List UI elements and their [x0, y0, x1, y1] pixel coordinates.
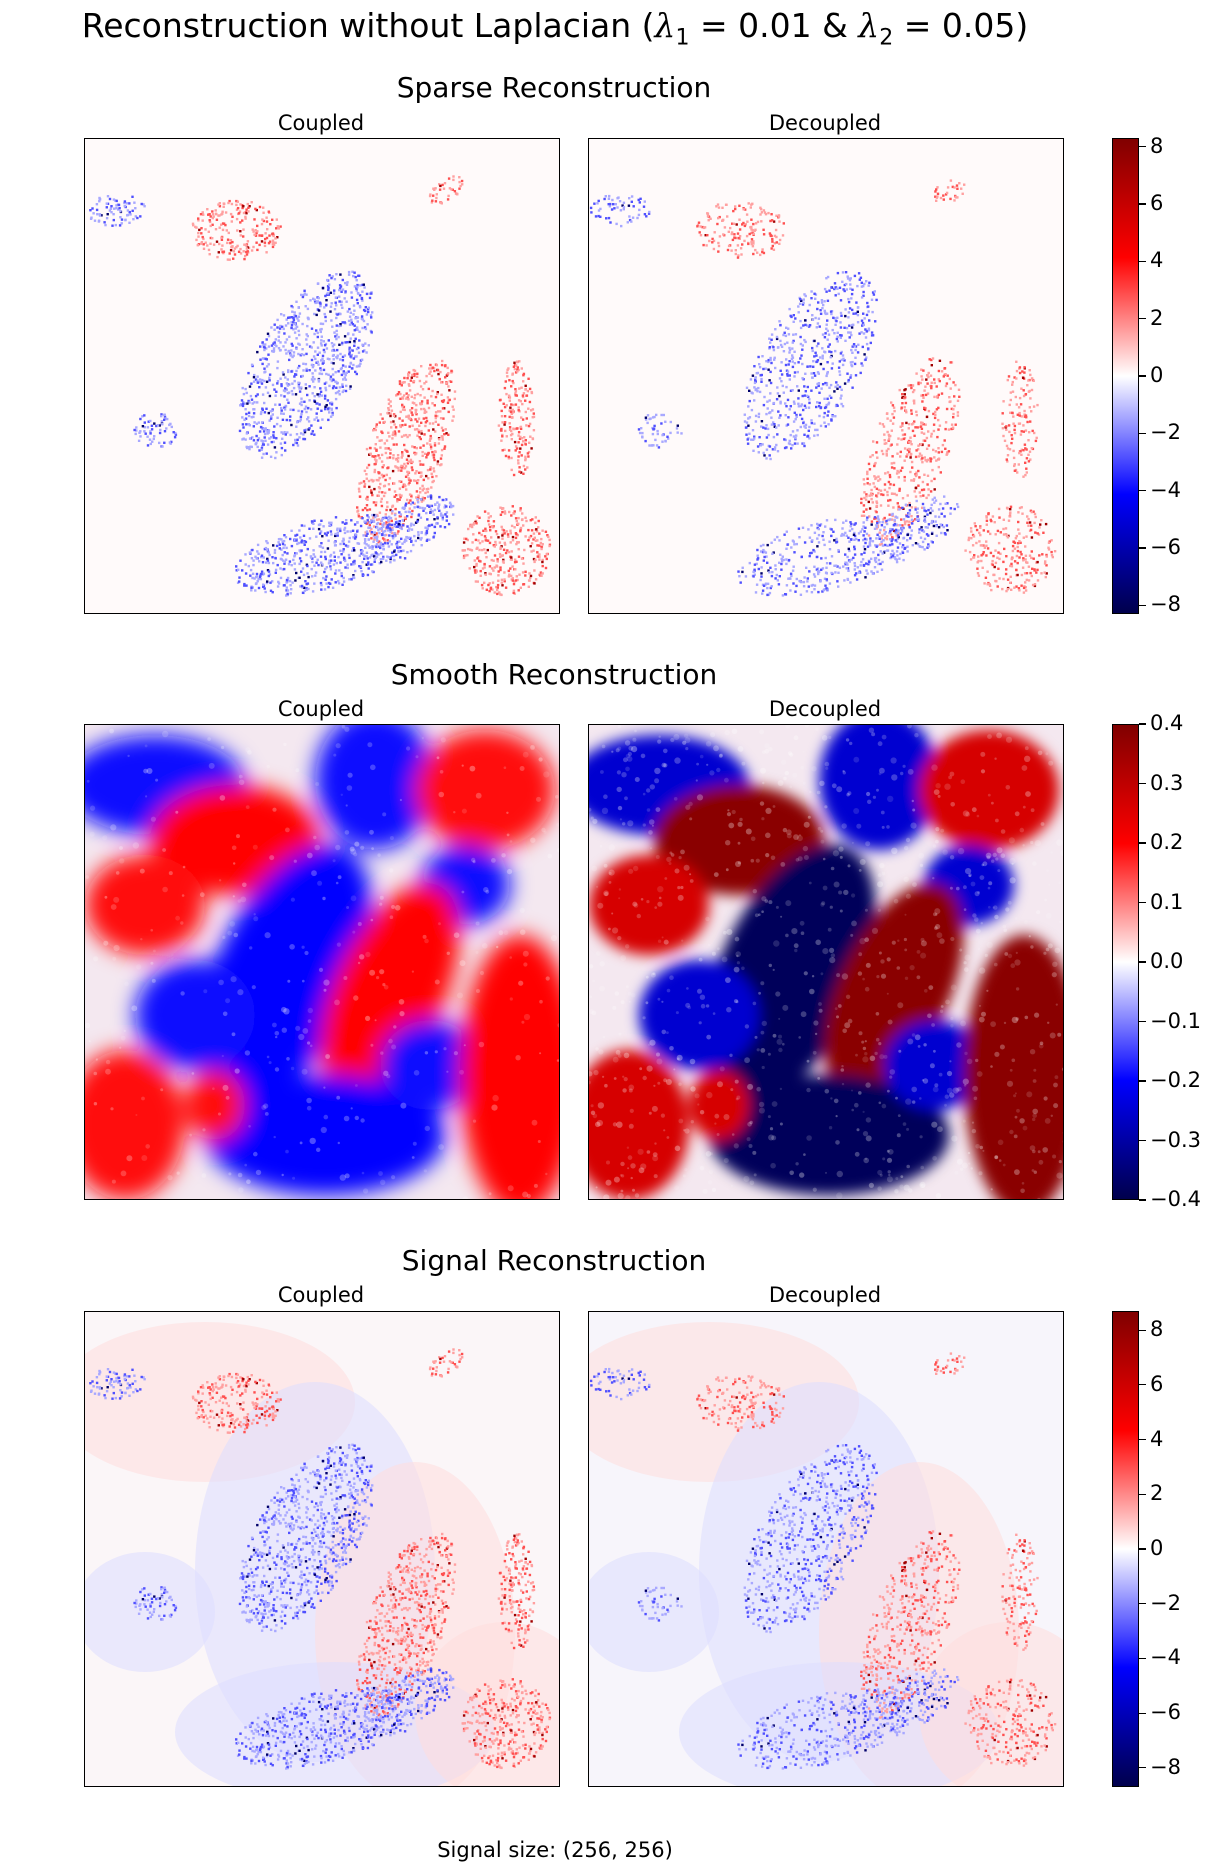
signal-decoupled-heatmap	[588, 1311, 1064, 1787]
colorbar-tick-label: 6	[1150, 190, 1164, 215]
smooth-coupled-heatmap	[84, 724, 560, 1200]
sparse-coupled-title: Coupled	[277, 111, 365, 135]
colorbar-tick-label: −2	[1150, 420, 1181, 445]
colorbar-tick-label: −8	[1150, 1754, 1181, 1779]
colorbar-tick-label: 2	[1150, 305, 1164, 330]
colorbar-tick-mark	[1139, 901, 1146, 904]
figure-title: Reconstruction without Laplacian (λ1 = 0…	[0, 6, 1110, 51]
colorbar-tick-mark	[1139, 318, 1146, 320]
colorbar-tick-mark	[1139, 260, 1146, 262]
colorbar-tick-label: 0	[1150, 1536, 1164, 1560]
colorbar-tick-mark	[1139, 842, 1146, 844]
sparse-decoupled-heatmap	[588, 138, 1064, 614]
colorbar-tick-label: 2	[1150, 1481, 1164, 1506]
colorbar-tick-label: −2	[1150, 1590, 1181, 1615]
colorbar-tick-label: −0.4	[1150, 1187, 1201, 1211]
lambda-2-subscript: 2	[879, 25, 894, 51]
lambda-1-symbol: λ	[654, 6, 676, 45]
colorbar-tick-label: 0.3	[1150, 770, 1184, 795]
title-mid-2: = 0.05)	[893, 6, 1029, 45]
colorbar-tick-mark	[1139, 375, 1146, 377]
signal-colorbar	[1112, 1311, 1139, 1787]
colorbar-tick-mark	[1139, 604, 1146, 606]
colorbar-tick-mark	[1139, 1384, 1146, 1386]
sparse-colorbar	[1112, 138, 1139, 614]
colorbar-tick-label: −6	[1150, 1700, 1181, 1725]
colorbar-tick-label: −0.3	[1150, 1127, 1201, 1152]
colorbar-tick-label: −8	[1150, 592, 1181, 617]
smooth-coupled-title: Coupled	[277, 697, 365, 721]
colorbar-tick-label: 8	[1150, 133, 1164, 158]
colorbar-tick-label: 0	[1150, 363, 1164, 387]
colorbar-tick-mark	[1139, 1657, 1146, 1659]
colorbar-tick-mark	[1139, 1712, 1146, 1714]
colorbar-tick-mark	[1139, 490, 1146, 492]
sparse-row-title: Sparse Reconstruction	[396, 71, 712, 104]
colorbar-tick-mark	[1139, 961, 1146, 963]
signal-row-title: Signal Reconstruction	[401, 1244, 707, 1277]
signal-size-caption: Signal size: (256, 256)	[437, 1838, 673, 1862]
colorbar-tick-label: −6	[1150, 535, 1181, 560]
smooth-colorbar	[1112, 724, 1139, 1200]
lambda-2-symbol: λ	[858, 6, 880, 45]
colorbar-tick-label: 4	[1150, 1426, 1164, 1451]
colorbar-tick-label: −0.1	[1150, 1008, 1201, 1033]
colorbar-tick-mark	[1139, 1438, 1146, 1441]
signal-coupled-title: Coupled	[277, 1283, 365, 1307]
colorbar-tick-label: 0.0	[1150, 949, 1184, 973]
colorbar-tick-label: 0.2	[1150, 830, 1184, 854]
smooth-decoupled-heatmap	[588, 724, 1064, 1200]
colorbar-tick-mark	[1139, 203, 1146, 205]
colorbar-tick-label: −4	[1150, 477, 1181, 502]
colorbar-tick-mark	[1139, 146, 1146, 148]
colorbar-tick-mark	[1139, 723, 1146, 725]
colorbar-tick-mark	[1139, 1548, 1146, 1550]
colorbar-tick-label: 8	[1150, 1317, 1164, 1342]
colorbar-tick-mark	[1139, 432, 1146, 434]
colorbar-tick-mark	[1139, 1139, 1146, 1142]
smooth-decoupled-title: Decoupled	[768, 697, 882, 721]
sparse-coupled-heatmap	[84, 138, 560, 614]
colorbar-tick-label: 4	[1150, 248, 1164, 273]
colorbar-tick-mark	[1139, 1080, 1146, 1082]
sparse-decoupled-title: Decoupled	[768, 111, 882, 135]
colorbar-tick-label: −4	[1150, 1645, 1181, 1670]
colorbar-tick-label: 0.4	[1150, 711, 1184, 735]
signal-coupled-heatmap	[84, 1311, 560, 1787]
title-prefix: Reconstruction without Laplacian (	[81, 6, 655, 45]
smooth-row-title: Smooth Reconstruction	[390, 658, 718, 691]
colorbar-tick-mark	[1139, 1603, 1146, 1605]
signal-decoupled-title: Decoupled	[768, 1283, 882, 1307]
colorbar-tick-mark	[1139, 1767, 1146, 1769]
colorbar-tick-label: 0.1	[1150, 889, 1184, 914]
colorbar-tick-mark	[1139, 1329, 1146, 1331]
colorbar-tick-mark	[1139, 782, 1146, 785]
colorbar-tick-mark	[1139, 547, 1146, 549]
lambda-1-subscript: 1	[675, 25, 690, 51]
title-mid-1: = 0.01 &	[689, 6, 859, 45]
colorbar-tick-mark	[1139, 1493, 1146, 1495]
colorbar-tick-label: 6	[1150, 1371, 1164, 1396]
colorbar-tick-mark	[1139, 1020, 1146, 1023]
colorbar-tick-label: −0.2	[1150, 1068, 1201, 1092]
colorbar-tick-mark	[1139, 1199, 1146, 1201]
